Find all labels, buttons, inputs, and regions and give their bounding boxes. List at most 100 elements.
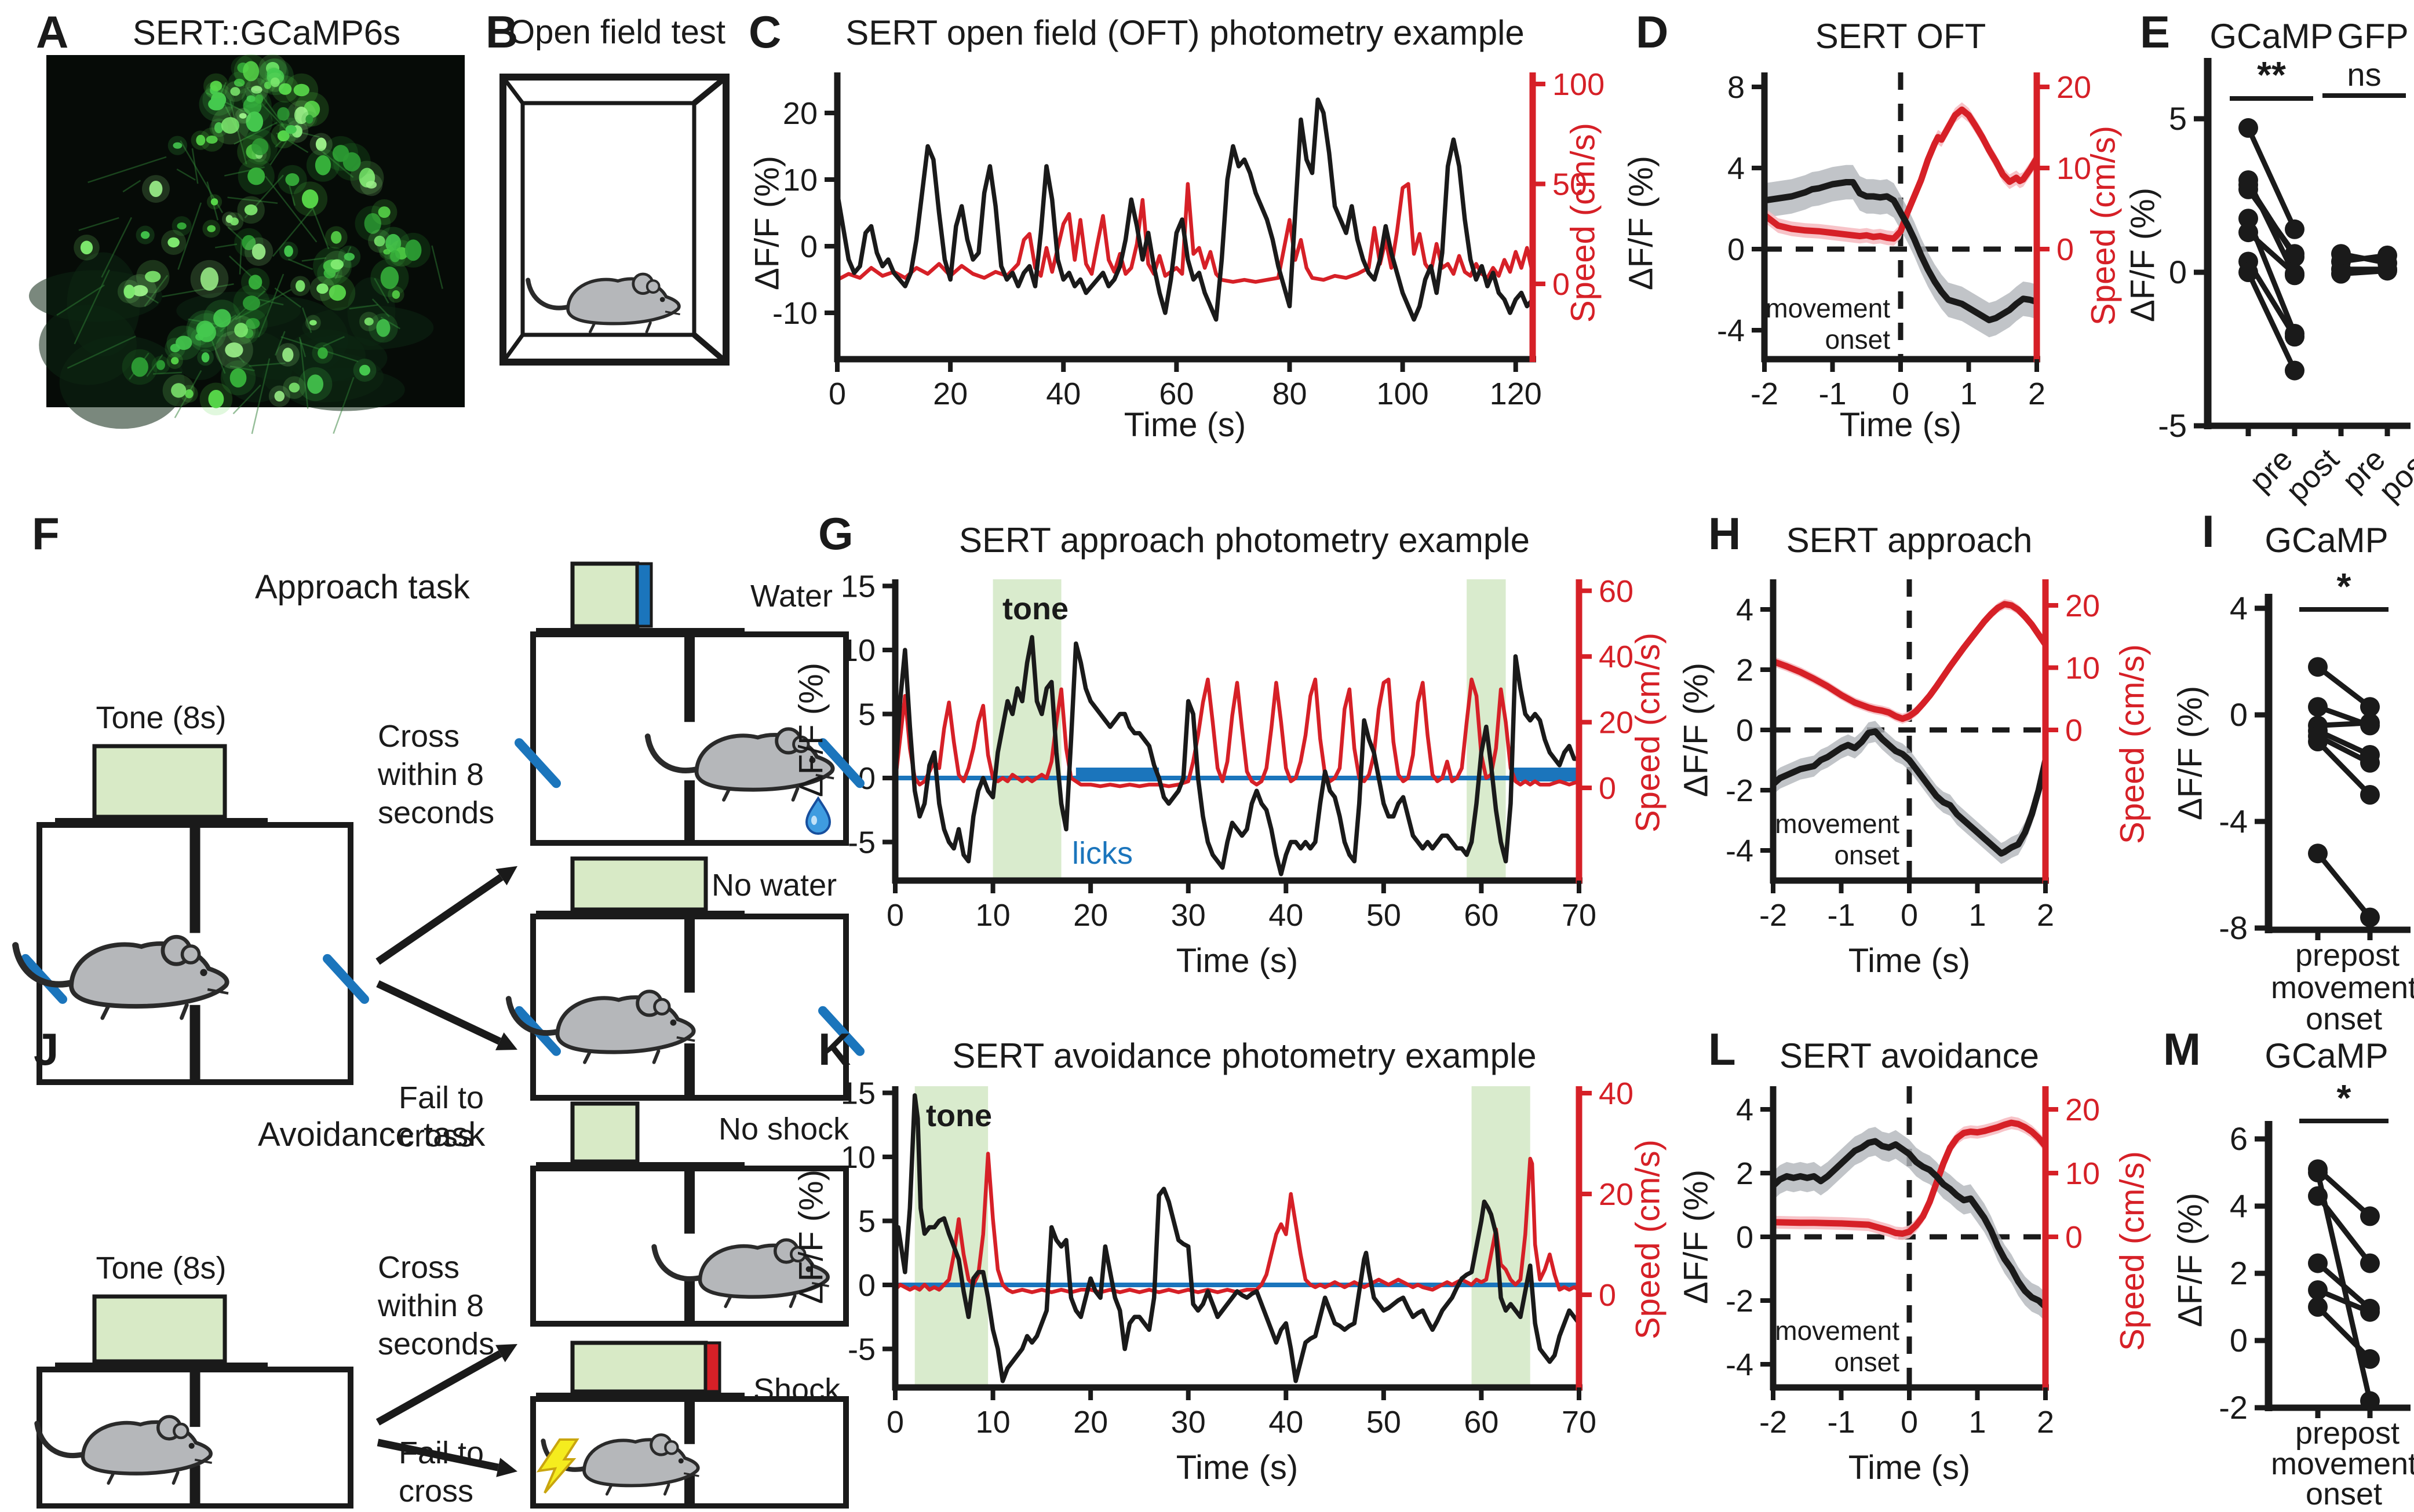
svg-text:20: 20 bbox=[783, 96, 818, 131]
svg-text:0: 0 bbox=[858, 1268, 876, 1303]
panel-j-title: Avoidance task bbox=[258, 1116, 486, 1153]
k-ylabel: ΔF/F (%) bbox=[792, 1169, 830, 1305]
svg-text:2: 2 bbox=[2028, 377, 2045, 411]
h-ylabel: ΔF/F (%) bbox=[1677, 662, 1715, 798]
svg-text:2: 2 bbox=[1736, 1156, 1753, 1191]
svg-text:-4: -4 bbox=[2219, 803, 2248, 839]
svg-text:30: 30 bbox=[1171, 898, 1206, 933]
svg-text:10: 10 bbox=[976, 1405, 1011, 1440]
panel-l-label: L bbox=[1708, 1024, 1736, 1075]
svg-text:0: 0 bbox=[2230, 1322, 2248, 1358]
svg-text:20: 20 bbox=[1599, 706, 1633, 740]
svg-text:30: 30 bbox=[1171, 1405, 1206, 1440]
svg-text:60: 60 bbox=[1464, 1405, 1498, 1440]
svg-text:0: 0 bbox=[2169, 254, 2187, 290]
svg-text:-2: -2 bbox=[1726, 1284, 1753, 1319]
svg-text:5: 5 bbox=[2169, 100, 2187, 137]
f-branch1-text: Cross within 8 seconds bbox=[378, 719, 495, 830]
e-sig-gfp: ns bbox=[2347, 56, 2382, 93]
m-xlabel2-onset: onset bbox=[2305, 1477, 2383, 1511]
h-movement-onset-annotation: movement onset bbox=[1775, 809, 1899, 870]
svg-text:60: 60 bbox=[1599, 574, 1633, 609]
l-xlabel: Time (s) bbox=[1848, 1449, 1971, 1487]
svg-text:0: 0 bbox=[2230, 696, 2248, 733]
i-ylabel: ΔF/F (%) bbox=[2171, 685, 2209, 821]
i-xlabel2-movement: movement bbox=[2270, 970, 2414, 1005]
panel-e-label: E bbox=[2140, 6, 2171, 57]
svg-text:20: 20 bbox=[1073, 1405, 1108, 1440]
svg-text:2: 2 bbox=[2037, 898, 2054, 933]
svg-text:20: 20 bbox=[1073, 898, 1108, 933]
d-ylabel: ΔF/F (%) bbox=[1622, 155, 1660, 291]
svg-text:5: 5 bbox=[858, 697, 876, 732]
svg-text:50: 50 bbox=[1366, 898, 1401, 933]
svg-text:60: 60 bbox=[1159, 377, 1194, 411]
g-y2label: Speed (cm/s) bbox=[1629, 633, 1667, 833]
panel-d-label: D bbox=[1636, 6, 1669, 57]
svg-text:0: 0 bbox=[1599, 1278, 1616, 1313]
svg-text:0: 0 bbox=[800, 229, 818, 264]
svg-text:20: 20 bbox=[1599, 1177, 1633, 1212]
panel-k-title: SERT avoidance photometry example bbox=[952, 1036, 1537, 1075]
panel-h-title: SERT approach bbox=[1786, 521, 2033, 560]
svg-text:0: 0 bbox=[1892, 377, 1909, 411]
c-y2label: Speed (cm/s) bbox=[1564, 123, 1602, 323]
h-y2label: Speed (cm/s) bbox=[2113, 644, 2152, 845]
svg-text:-10: -10 bbox=[772, 296, 818, 331]
panel-i-label: I bbox=[2202, 506, 2215, 557]
k-xlabel: Time (s) bbox=[1176, 1449, 1299, 1487]
k-tone-label: tone bbox=[926, 1098, 992, 1133]
j-outcome-shock-label: Shock bbox=[753, 1372, 841, 1407]
j-branch1-text: Cross within 8 seconds bbox=[378, 1250, 495, 1361]
panel-i-title: GCaMP bbox=[2265, 521, 2389, 560]
svg-text:4: 4 bbox=[2230, 1188, 2248, 1224]
svg-text:2: 2 bbox=[2037, 1405, 2054, 1440]
svg-text:20: 20 bbox=[2065, 589, 2100, 623]
svg-text:20: 20 bbox=[2056, 70, 2091, 105]
svg-text:20: 20 bbox=[933, 377, 968, 411]
l-movement-onset-annotation: movement onset bbox=[1775, 1316, 1899, 1377]
j-tone-label: Tone (8s) bbox=[96, 1251, 227, 1285]
i-xcat-post: post bbox=[2340, 938, 2400, 973]
m-xlabel2-movement: movement bbox=[2270, 1447, 2414, 1481]
svg-text:0: 0 bbox=[1552, 267, 1570, 302]
panel-f-title: Approach task bbox=[255, 568, 470, 606]
i-sig: * bbox=[2336, 565, 2351, 607]
svg-text:4: 4 bbox=[2230, 590, 2248, 626]
l-y2label: Speed (cm/s) bbox=[2113, 1151, 2152, 1352]
svg-text:5: 5 bbox=[858, 1204, 876, 1239]
svg-text:40: 40 bbox=[1268, 898, 1303, 933]
g-licks-label: licks bbox=[1072, 836, 1133, 871]
panel-g-label: G bbox=[818, 508, 854, 559]
m-ylabel: ΔF/F (%) bbox=[2171, 1192, 2209, 1328]
svg-text:70: 70 bbox=[1562, 1405, 1596, 1440]
svg-text:2: 2 bbox=[1736, 653, 1753, 688]
svg-text:60: 60 bbox=[1464, 898, 1498, 933]
svg-text:50: 50 bbox=[1552, 167, 1587, 202]
svg-text:0: 0 bbox=[1901, 898, 1918, 933]
svg-text:1: 1 bbox=[1960, 377, 1977, 411]
panel-a-label: A bbox=[36, 6, 69, 57]
svg-text:40: 40 bbox=[1046, 377, 1081, 411]
panel-e-title-gcamp: GCaMP bbox=[2209, 17, 2333, 56]
svg-text:10: 10 bbox=[783, 163, 818, 198]
svg-text:70: 70 bbox=[1562, 898, 1596, 933]
svg-text:4: 4 bbox=[1736, 593, 1753, 627]
svg-text:-5: -5 bbox=[848, 826, 876, 860]
panel-g-title: SERT approach photometry example bbox=[959, 521, 1530, 560]
svg-text:120: 120 bbox=[1490, 377, 1542, 411]
g-xlabel: Time (s) bbox=[1176, 942, 1299, 980]
l-ylabel: ΔF/F (%) bbox=[1677, 1169, 1715, 1305]
svg-text:-1: -1 bbox=[1818, 377, 1846, 411]
svg-text:80: 80 bbox=[1272, 377, 1307, 411]
svg-text:10: 10 bbox=[2056, 151, 2091, 186]
svg-text:-1: -1 bbox=[1827, 898, 1855, 933]
d-xlabel: Time (s) bbox=[1839, 406, 1962, 444]
f-branch2-text: Fail to cross bbox=[399, 1080, 484, 1153]
svg-text:-2: -2 bbox=[1726, 773, 1753, 808]
f-outcome-nowater-label: No water bbox=[712, 868, 837, 903]
svg-text:20: 20 bbox=[2065, 1093, 2100, 1127]
svg-text:-4: -4 bbox=[1717, 313, 1745, 348]
